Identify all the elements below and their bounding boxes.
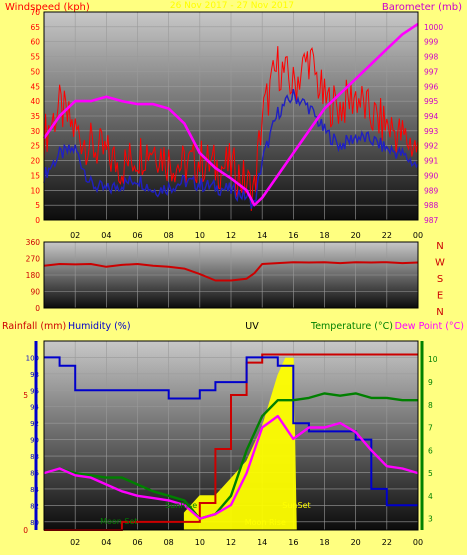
- x-tick-label: 16: [288, 231, 298, 240]
- temp-tick-label: 7: [428, 424, 433, 433]
- baro-tick-label: 991: [424, 157, 439, 166]
- x-tick-label: 16: [288, 538, 298, 547]
- x-tick-label: 08: [164, 538, 174, 547]
- direction-tick-label: 270: [26, 255, 41, 264]
- wind-tick-label: 0: [35, 216, 40, 225]
- humidity-line: [44, 356, 418, 507]
- baro-tick-label: 988: [424, 201, 439, 210]
- direction-tick-label: 360: [26, 238, 41, 247]
- baro-tick-label: 989: [424, 186, 439, 195]
- wind-average-line: [43, 88, 419, 209]
- compass-letter: W: [435, 258, 445, 269]
- x-tick-label: 20: [351, 231, 361, 240]
- rainfall-line: [44, 353, 418, 531]
- plot-frame-1: [43, 11, 419, 221]
- compass-letter: S: [437, 274, 443, 285]
- wind-tick-label: 20: [30, 157, 40, 166]
- plot-frame-2: [43, 241, 419, 309]
- wind-tick-label: 5: [35, 201, 40, 210]
- x-tick-label: 10: [195, 538, 205, 547]
- wind-tick-label: 50: [30, 67, 40, 76]
- baro-axis-title: Barometer (mb): [382, 2, 462, 13]
- compass-letter: N: [436, 307, 443, 318]
- baro-tick-label: 992: [424, 142, 439, 151]
- baro-tick-label: 1000: [424, 23, 443, 32]
- temp-tick-label: 8: [428, 401, 433, 410]
- x-tick-label: 22: [382, 231, 392, 240]
- temp-tick-label: 6: [428, 446, 433, 455]
- x-tick-label: 14: [257, 231, 267, 240]
- wind-tick-label: 40: [30, 97, 40, 106]
- dewpoint-axis-title: Dew Point (°C): [395, 321, 464, 332]
- plot-frame-3: [43, 340, 419, 531]
- baro-tick-label: 987: [424, 216, 439, 225]
- temp-tick-label: 5: [428, 469, 433, 478]
- temp-tick-label: 3: [428, 515, 433, 524]
- x-tick-label: 22: [382, 538, 392, 547]
- humidity-tick-label: 100: [26, 354, 39, 362]
- baro-tick-label: 998: [424, 53, 439, 62]
- baro-tick-label: 996: [424, 82, 439, 91]
- compass-letter: E: [437, 291, 443, 302]
- wind-tick-label: 65: [30, 23, 40, 32]
- direction-tick-label: 0: [35, 304, 40, 313]
- x-tick-label: 04: [101, 231, 111, 240]
- wind-direction-line: [43, 261, 419, 282]
- wind-tick-label: 30: [30, 127, 40, 136]
- temp-axis-title: Temperature (°C): [310, 321, 393, 332]
- wind-axis-title: Windspeed (kph): [5, 2, 90, 13]
- x-tick-label: 08: [164, 231, 174, 240]
- x-tick-label: 20: [351, 538, 361, 547]
- moon-set-label: Moon Set: [100, 517, 137, 526]
- chart-title: 26 Nov 2017 - 27 Nov 2017: [170, 1, 294, 11]
- temp-tick-label: 10: [428, 355, 438, 364]
- dewpoint-line: [43, 414, 419, 520]
- baro-tick-label: 994: [424, 112, 439, 121]
- temp-tick-label: 9: [428, 378, 433, 387]
- wind-tick-label: 25: [30, 142, 40, 151]
- rain-tick-label: 0: [23, 526, 28, 535]
- wind-tick-label: 45: [30, 82, 40, 91]
- wind-tick-label: 70: [30, 8, 40, 17]
- baro-tick-label: 999: [424, 38, 439, 47]
- sunrise-label: SunRise: [165, 501, 197, 510]
- moon-rise-label: Moon Rise: [245, 518, 286, 527]
- direction-tick-label: 90: [30, 288, 40, 297]
- rainfall-axis-title: Rainfall (mm): [2, 321, 66, 332]
- uv-axis-title: UV: [245, 321, 259, 332]
- x-tick-label: 18: [319, 538, 329, 547]
- wind-tick-label: 35: [30, 112, 40, 121]
- wind-tick-label: 15: [30, 171, 40, 180]
- baro-tick-label: 995: [424, 97, 439, 106]
- x-tick-label: 00: [413, 231, 423, 240]
- x-tick-label: 10: [195, 231, 205, 240]
- x-tick-label: 12: [226, 538, 236, 547]
- temperature-line: [43, 392, 418, 520]
- x-tick-label: 02: [70, 538, 80, 547]
- x-tick-label: 02: [70, 231, 80, 240]
- x-tick-label: 06: [132, 538, 142, 547]
- compass-letter: N: [436, 241, 443, 252]
- x-tick-label: 00: [413, 538, 423, 547]
- baro-tick-label: 993: [424, 127, 439, 136]
- wind-tick-label: 60: [30, 38, 40, 47]
- humidity-axis-title: Humidity (%): [68, 321, 131, 332]
- x-tick-label: 12: [226, 231, 236, 240]
- baro-tick-label: 997: [424, 67, 439, 76]
- x-tick-label: 04: [101, 538, 111, 547]
- baro-tick-label: 990: [424, 171, 439, 180]
- temp-tick-label: 4: [428, 492, 433, 501]
- x-tick-label: 14: [257, 538, 267, 547]
- rain-tick-label: 5: [23, 391, 28, 400]
- wind-tick-label: 55: [30, 53, 40, 62]
- x-tick-label: 18: [319, 231, 329, 240]
- wind-tick-label: 10: [30, 186, 40, 195]
- barometer-line: [42, 22, 419, 207]
- x-tick-label: 06: [132, 231, 142, 240]
- sunset-label: SunSet: [282, 501, 310, 510]
- direction-tick-label: 180: [26, 271, 41, 280]
